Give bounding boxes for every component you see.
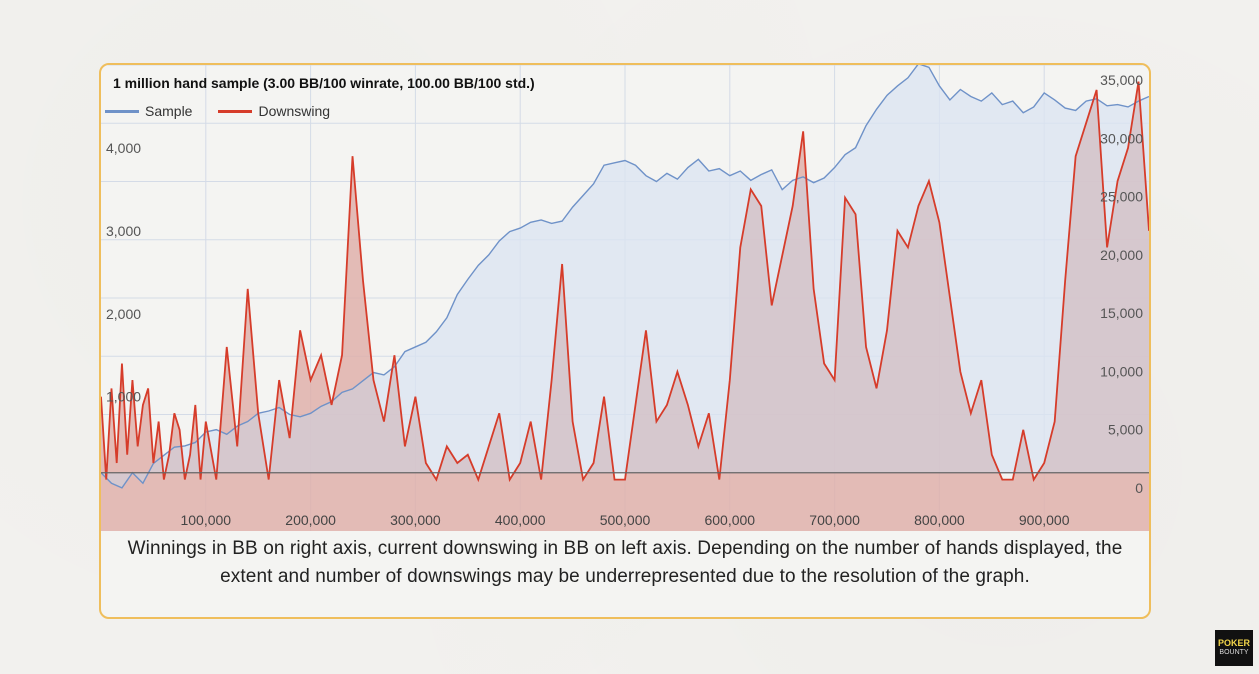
chart-canvas: 100,000 200,000 300,000 400,000 500,000 600,0… — [101, 65, 1149, 532]
x-tick-label: 700,000 — [809, 512, 860, 528]
x-tick-label: 800,000 — [914, 512, 965, 528]
right-axis-tick-label: 10,000 — [1100, 363, 1143, 379]
right-axis-tick-label: 5,000 — [1108, 422, 1143, 438]
right-axis-tick-label: 25,000 — [1100, 189, 1143, 205]
x-tick-label: 600,000 — [704, 512, 755, 528]
downswing-overlap-area — [101, 81, 1149, 532]
legend-label-downswing: Downswing — [258, 103, 331, 119]
right-axis-tick-label: 20,000 — [1100, 247, 1143, 263]
legend-swatch-downswing — [218, 109, 253, 113]
right-axis-tick-label: 30,000 — [1100, 130, 1143, 146]
left-axis-tick-label: 1,000 — [106, 389, 141, 405]
x-tick-label: 100,000 — [180, 512, 231, 528]
x-tick-label: 300,000 — [390, 512, 441, 528]
chart-frame: 100,000 200,000 300,000 400,000 500,000 600,0… — [99, 63, 1151, 619]
logo-subtext: BOUNTY — [1219, 649, 1249, 656]
chart-title: 1 million hand sample (3.00 BB/100 winra… — [113, 75, 535, 91]
legend-item-sample[interactable]: Sample — [105, 103, 192, 119]
left-axis-tick-label: 4,000 — [106, 140, 141, 156]
x-tick-label: 900,000 — [1019, 512, 1070, 528]
chart-caption: Winnings in BB on right axis, current do… — [127, 538, 1123, 587]
x-tick-label: 200,000 — [285, 512, 336, 528]
downswing-series-line — [101, 81, 1149, 483]
left-axis-tick-label: 3,000 — [106, 223, 141, 239]
sample-area — [101, 65, 1149, 488]
right-axis-tick-label: 0 — [1135, 480, 1143, 496]
right-axis-tick-label: 15,000 — [1100, 305, 1143, 321]
right-axis-tick-label: 35,000 — [1100, 72, 1143, 88]
legend-swatch-sample — [105, 109, 139, 113]
poker-bounty-logo: POKER BOUNTY — [1215, 630, 1253, 666]
left-axis-tick-label: 2,000 — [106, 306, 141, 322]
legend-label-sample: Sample — [145, 103, 193, 119]
logo-text: POKER — [1217, 638, 1250, 648]
legend: Sample Downswing — [105, 103, 330, 119]
x-tick-label: 500,000 — [600, 512, 651, 528]
legend-item-downswing[interactable]: Downswing — [218, 103, 330, 119]
x-tick-label: 400,000 — [495, 512, 546, 528]
